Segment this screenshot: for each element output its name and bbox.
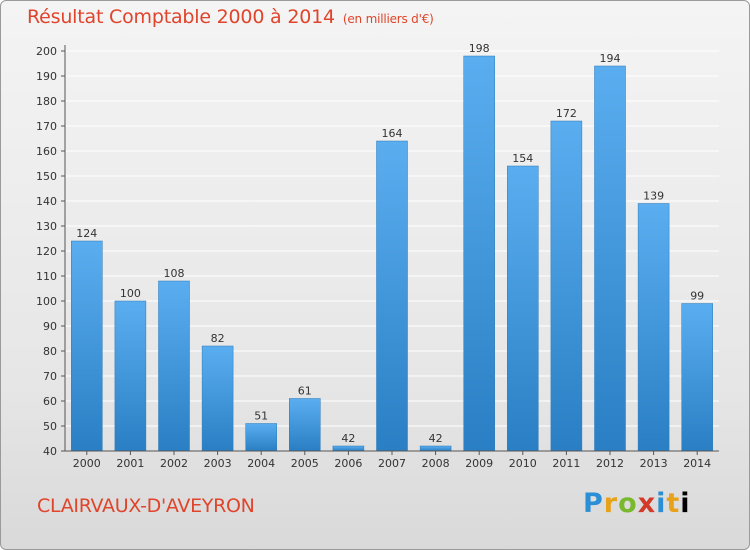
bar xyxy=(594,65,626,452)
y-tick-label: 70 xyxy=(43,370,57,383)
data-label: 82 xyxy=(211,332,225,345)
data-label: 164 xyxy=(382,127,403,140)
x-tick-label: 2001 xyxy=(116,457,144,470)
data-label: 42 xyxy=(341,432,355,445)
y-tick-label: 160 xyxy=(36,145,57,158)
bar xyxy=(419,445,452,452)
data-label: 124 xyxy=(76,227,97,240)
chart-title-text: Résultat Comptable 2000 à 2014 xyxy=(27,6,335,28)
bar xyxy=(637,203,670,452)
data-label: 172 xyxy=(556,107,577,120)
data-label: 139 xyxy=(643,190,664,203)
logo-letter: o xyxy=(618,488,638,519)
y-tick-label: 110 xyxy=(36,270,57,283)
logo-letter: r xyxy=(603,488,619,519)
x-tick-label: 2002 xyxy=(160,457,188,470)
data-labels: 124 100 108 82 51 61 42 164 42 198 154 172 194 139 99 xyxy=(76,42,704,445)
data-label: 42 xyxy=(429,432,443,445)
y-tick-label: 90 xyxy=(43,320,57,333)
data-label: 100 xyxy=(120,287,141,300)
chart-title: Résultat Comptable 2000 à 2014 (en millie… xyxy=(27,6,434,28)
x-tick-label: 2013 xyxy=(640,457,668,470)
bar xyxy=(507,165,539,452)
bar xyxy=(114,300,147,452)
bar xyxy=(550,120,583,452)
y-tick-label: 180 xyxy=(36,95,57,108)
x-tick-label: 2005 xyxy=(291,457,319,470)
data-label: 61 xyxy=(298,385,312,398)
data-label: 108 xyxy=(164,267,185,280)
logo-letter: x xyxy=(637,488,657,519)
bar xyxy=(245,423,277,452)
x-tick-label: 2008 xyxy=(422,457,450,470)
y-tick-label: 170 xyxy=(36,120,57,133)
x-tick-label: 2011 xyxy=(552,457,580,470)
x-tick-label: 2014 xyxy=(683,457,711,470)
bars xyxy=(71,55,713,452)
y-tick-label: 40 xyxy=(43,445,57,458)
x-tick-label: 2010 xyxy=(509,457,537,470)
bar xyxy=(332,445,365,452)
bar xyxy=(71,240,103,452)
y-tick-label: 130 xyxy=(36,220,57,233)
commune-name: CLAIRVAUX-D'AVEYRON xyxy=(37,495,255,517)
x-tick-label: 2007 xyxy=(378,457,406,470)
y-tick-label: 60 xyxy=(43,395,57,408)
data-label: 51 xyxy=(254,410,268,423)
y-tick-label: 100 xyxy=(36,295,57,308)
y-tick-label: 50 xyxy=(43,420,57,433)
logo-letter: t xyxy=(666,488,681,519)
y-axis-ticks: 40 50 60 70 80 90 100 110 120 130 140 150 160 170 180 1… xyxy=(36,45,65,458)
y-tick-label: 190 xyxy=(36,70,57,83)
y-tick-label: 140 xyxy=(36,195,57,208)
x-tick-label: 2012 xyxy=(596,457,624,470)
chart-unit: (en milliers d'€) xyxy=(342,12,434,26)
x-tick-label: 2003 xyxy=(204,457,232,470)
bar xyxy=(289,398,321,452)
x-tick-label: 2000 xyxy=(73,457,101,470)
y-tick-label: 80 xyxy=(43,345,57,358)
y-tick-label: 200 xyxy=(36,45,57,58)
logo-letter: P xyxy=(583,488,604,519)
logo-letter: i xyxy=(680,488,691,519)
bar xyxy=(158,280,190,452)
data-label: 99 xyxy=(690,290,704,303)
bar xyxy=(376,140,408,452)
proxiti-logo: Proxiti xyxy=(583,488,691,519)
x-axis-ticks: 2000 2001 2002 2003 2004 2005 2006 2007 2008 2009… xyxy=(73,451,711,470)
y-tick-label: 120 xyxy=(36,245,57,258)
bar xyxy=(681,303,713,452)
axes xyxy=(64,45,719,452)
bar xyxy=(201,345,234,452)
data-label: 154 xyxy=(512,152,533,165)
x-tick-label: 2009 xyxy=(465,457,493,470)
bar xyxy=(463,55,495,452)
y-tick-label: 150 xyxy=(36,170,57,183)
x-tick-label: 2004 xyxy=(247,457,275,470)
data-label: 194 xyxy=(600,52,621,65)
logo-letter: i xyxy=(656,488,667,519)
data-label: 198 xyxy=(469,42,490,55)
x-tick-label: 2006 xyxy=(334,457,362,470)
